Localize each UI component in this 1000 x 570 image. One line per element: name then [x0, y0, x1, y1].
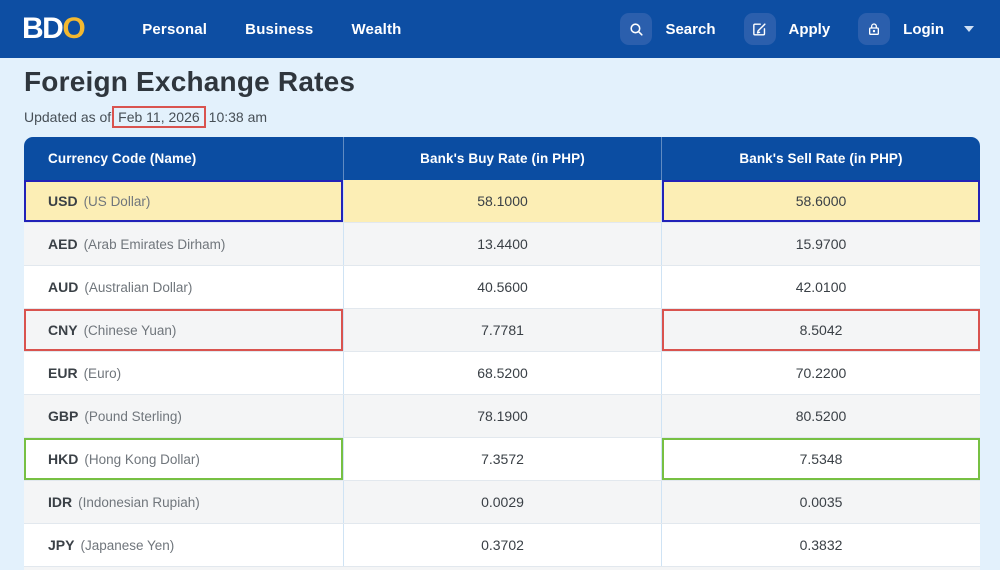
buy-rate-cell: 68.5200 [343, 352, 661, 394]
main-content: Foreign Exchange Rates Updated as of Feb… [0, 58, 1000, 570]
sell-rate-cell: 80.5200 [661, 395, 980, 437]
top-navbar: BDO Personal Business Wealth Search Appl… [0, 0, 1000, 58]
currency-name: (Hong Kong Dollar) [84, 451, 200, 467]
updated-prefix: Updated as of [24, 109, 112, 125]
sell-rate-cell: 0.0035 [661, 481, 980, 523]
currency-name: (Chinese Yuan) [83, 322, 177, 338]
search-icon [620, 13, 653, 45]
table-row-partial [24, 567, 980, 570]
currency-cell: JPY (Japanese Yen) [24, 524, 343, 566]
table-row-idr: IDR (Indonesian Rupiah) 0.0029 0.0035 [24, 481, 980, 524]
updated-timestamp: Updated as of Feb 11, 2026 10:38 am [24, 106, 978, 128]
nav-link-personal[interactable]: Personal [142, 20, 208, 38]
currency-cell: AUD (Australian Dollar) [24, 266, 343, 308]
login-label: Login [903, 20, 944, 38]
lock-icon [858, 13, 891, 45]
currency-name: (Euro) [83, 365, 122, 381]
chevron-down-icon [964, 26, 974, 32]
sell-rate-cell: 0.3832 [661, 524, 980, 566]
currency-name: (Indonesian Rupiah) [78, 494, 200, 510]
apply-label: Apply [788, 20, 831, 38]
sell-rate-cell: 42.0100 [661, 266, 980, 308]
updated-time: 10:38 am [208, 109, 268, 125]
table-row-aed: AED (Arab Emirates Dirham) 13.4400 15.97… [24, 223, 980, 266]
nav-link-wealth[interactable]: Wealth [351, 20, 402, 38]
currency-cell: AED (Arab Emirates Dirham) [24, 223, 343, 265]
date-annotation-box: Feb 11, 2026 [112, 106, 206, 128]
currency-code: CNY [48, 322, 78, 338]
currency-name: (Pound Sterling) [84, 408, 182, 424]
bdo-logo[interactable]: BDO [22, 12, 86, 46]
nav-link-business[interactable]: Business [245, 20, 314, 38]
search-button[interactable]: Search [620, 13, 716, 45]
currency-code: HKD [48, 451, 79, 467]
sell-rate-cell: 7.5348 [661, 438, 980, 480]
buy-rate-cell: 0.3702 [343, 524, 661, 566]
table-row-eur: EUR (Euro) 68.5200 70.2200 [24, 352, 980, 395]
currency-code: USD [48, 193, 78, 209]
buy-rate-cell: 7.7781 [343, 309, 661, 351]
currency-cell: IDR (Indonesian Rupiah) [24, 481, 343, 523]
nav-links: Personal Business Wealth [142, 21, 401, 38]
table-header-row: Currency Code (Name) Bank's Buy Rate (in… [24, 137, 980, 180]
sell-rate-cell: 8.5042 [661, 309, 980, 351]
currency-code: GBP [48, 408, 79, 424]
currency-name: (Arab Emirates Dirham) [83, 236, 226, 252]
logo-text-o: O [62, 12, 85, 45]
currency-code: JPY [48, 537, 75, 553]
sell-rate-cell: 70.2200 [661, 352, 980, 394]
buy-rate-cell: 40.5600 [343, 266, 661, 308]
logo-text-bd: BD [22, 12, 64, 45]
page-title: Foreign Exchange Rates [24, 66, 356, 97]
currency-cell: GBP (Pound Sterling) [24, 395, 343, 437]
fx-rates-table: Currency Code (Name) Bank's Buy Rate (in… [24, 137, 980, 570]
currency-name: (Japanese Yen) [80, 537, 175, 553]
table-row-usd: USD (US Dollar) 58.1000 58.6000 [24, 180, 980, 223]
currency-name: (US Dollar) [83, 193, 151, 209]
nav-actions: Search Apply Login [620, 13, 974, 45]
table-row-hkd: HKD (Hong Kong Dollar) 7.3572 7.5348 [24, 438, 980, 481]
currency-cell: CNY (Chinese Yuan) [24, 309, 343, 351]
table-row-gbp: GBP (Pound Sterling) 78.1900 80.5200 [24, 395, 980, 438]
buy-rate-cell: 13.4400 [343, 223, 661, 265]
edit-icon [743, 13, 776, 45]
currency-code: EUR [48, 365, 78, 381]
sell-rate-cell: 58.6000 [661, 180, 980, 222]
header-buy-rate: Bank's Buy Rate (in PHP) [343, 137, 661, 180]
login-button[interactable]: Login [858, 13, 974, 45]
buy-rate-cell: 58.1000 [343, 180, 661, 222]
sell-rate-cell: 15.9700 [661, 223, 980, 265]
currency-code: AUD [48, 279, 79, 295]
currency-code: AED [48, 236, 78, 252]
currency-cell: EUR (Euro) [24, 352, 343, 394]
buy-rate-cell: 0.0029 [343, 481, 661, 523]
currency-cell: USD (US Dollar) [24, 180, 343, 222]
apply-button[interactable]: Apply [743, 13, 831, 45]
table-row-cny: CNY (Chinese Yuan) 7.7781 8.5042 [24, 309, 980, 352]
buy-rate-cell: 78.1900 [343, 395, 661, 437]
currency-name: (Australian Dollar) [84, 279, 193, 295]
table-row-jpy: JPY (Japanese Yen) 0.3702 0.3832 [24, 524, 980, 567]
currency-cell: HKD (Hong Kong Dollar) [24, 438, 343, 480]
header-sell-rate: Bank's Sell Rate (in PHP) [661, 137, 980, 180]
currency-code: IDR [48, 494, 73, 510]
search-label: Search [665, 20, 716, 38]
table-row-aud: AUD (Australian Dollar) 40.5600 42.0100 [24, 266, 980, 309]
buy-rate-cell: 7.3572 [343, 438, 661, 480]
header-currency: Currency Code (Name) [48, 151, 197, 166]
